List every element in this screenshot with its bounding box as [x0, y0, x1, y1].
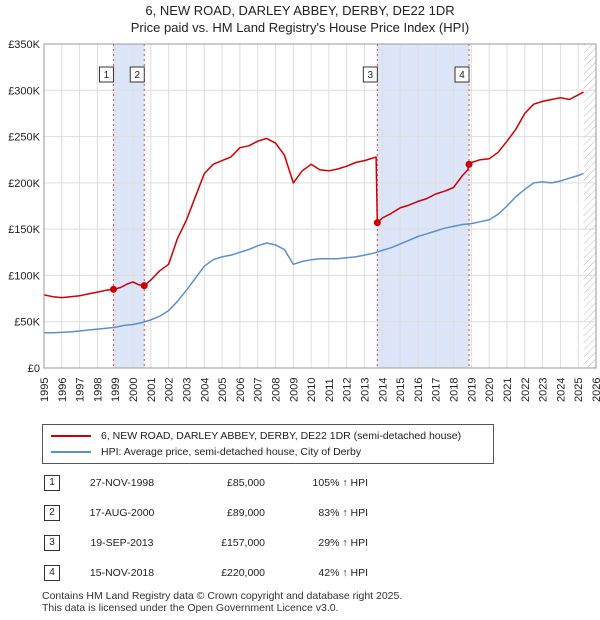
sale-label-box	[98, 66, 114, 83]
sale-number-badge: 2	[44, 505, 60, 521]
x-tick-label: 2017	[431, 378, 443, 402]
legend-label-hpi: HPI: Average price, semi-detached house,…	[101, 446, 362, 458]
sale-row: 4 15-NOV-2018 £220,000 42% ↑ HPI	[42, 565, 442, 583]
x-tick-label: 2019	[466, 378, 478, 402]
x-tick-label: 2002	[164, 378, 176, 402]
sale-hpi-change: 83% ↑ HPI	[318, 507, 368, 519]
x-tick-label: 1996	[57, 378, 69, 402]
x-tick-label: 1998	[92, 378, 104, 402]
y-tick-label: £50K	[14, 317, 40, 329]
x-tick-label: 2026	[591, 378, 600, 402]
sale-date: 15-NOV-2018	[89, 567, 155, 579]
x-tick-label: 2001	[146, 378, 158, 402]
legend-item-property: 6, NEW ROAD, DARLEY ABBEY, DERBY, DE22 1…	[51, 429, 461, 443]
y-tick-label: £250K	[8, 132, 40, 144]
footer-line-1: Contains HM Land Registry data © Crown c…	[42, 590, 403, 602]
y-tick-label: £100K	[8, 270, 40, 282]
legend-swatch-property	[51, 435, 91, 438]
x-tick-label: 2006	[235, 378, 247, 402]
legend: 6, NEW ROAD, DARLEY ABBEY, DERBY, DE22 1…	[42, 424, 494, 464]
sale-date: 17-AUG-2000	[89, 507, 155, 519]
sale-point	[109, 285, 117, 293]
x-tick-label: 2018	[449, 378, 461, 402]
x-tick-label: 1999	[110, 378, 122, 402]
legend-item-hpi: HPI: Average price, semi-detached house,…	[51, 445, 361, 459]
sale-number-badge: 3	[44, 535, 60, 551]
x-tick-label: 2004	[199, 378, 211, 402]
x-tick-label: 2009	[288, 378, 300, 402]
x-tick-label: 2012	[342, 378, 354, 402]
sale-row: 2 17-AUG-2000 £89,000 83% ↑ HPI	[42, 505, 442, 523]
sale-label-box	[362, 66, 378, 83]
series-line-property	[43, 91, 584, 299]
x-tick-label: 2023	[538, 378, 550, 402]
sale-label-box	[129, 66, 145, 83]
sale-hpi-change: 29% ↑ HPI	[318, 537, 368, 549]
ownership-band	[113, 44, 145, 368]
sale-row: 3 19-SEP-2013 £157,000 29% ↑ HPI	[42, 535, 442, 553]
x-tick-label: 2015	[395, 378, 407, 402]
y-tick-label: £350K	[8, 39, 40, 51]
x-tick-label: 2021	[502, 378, 514, 402]
chart-title: 6, NEW ROAD, DARLEY ABBEY, DERBY, DE22 1…	[0, 2, 600, 36]
series-line-hpi	[44, 172, 584, 334]
sale-date: 19-SEP-2013	[90, 537, 154, 549]
x-tick-label: 2014	[377, 378, 389, 402]
x-tick-label: 2022	[520, 378, 532, 402]
sale-point	[465, 160, 473, 168]
plot-frame	[43, 43, 597, 369]
sale-number-badge: 1	[44, 475, 60, 491]
sale-price: £89,000	[227, 507, 265, 519]
x-tick-label: 2013	[360, 378, 372, 402]
sale-hpi-change: 42% ↑ HPI	[318, 567, 368, 579]
x-tick-label: 2010	[306, 378, 318, 402]
sale-price: £157,000	[221, 537, 265, 549]
legend-swatch-hpi	[51, 451, 91, 454]
x-tick-label: 2020	[484, 378, 496, 402]
sale-point	[373, 219, 381, 227]
x-tick-label: 2008	[270, 378, 282, 402]
sale-label-number: 3	[368, 70, 374, 81]
sale-label-number: 4	[459, 70, 465, 81]
x-tick-label: 2005	[217, 378, 229, 402]
x-tick-label: 2025	[573, 378, 585, 402]
x-tick-label: 2000	[128, 378, 140, 402]
x-tick-label: 2003	[181, 378, 193, 402]
y-tick-label: £0	[28, 363, 40, 375]
price-chart: 1 2 3 4 £0 £50K £100K £150K £200K £250K £300K £350K…	[8, 39, 600, 402]
sale-price: £220,000	[221, 567, 265, 579]
title-line-1: 6, NEW ROAD, DARLEY ABBEY, DERBY, DE22 1…	[145, 3, 455, 18]
forecast-hatch	[583, 44, 596, 368]
sale-number-badge: 4	[44, 565, 60, 581]
x-tick-label: 2011	[324, 378, 336, 402]
sale-point	[140, 282, 148, 290]
legend-label-property: 6, NEW ROAD, DARLEY ABBEY, DERBY, DE22 1…	[101, 430, 462, 442]
footer-line-2: This data is licensed under the Open Gov…	[42, 602, 339, 614]
sale-hpi-change: 105% ↑ HPI	[312, 477, 368, 489]
sale-label-box	[454, 66, 470, 83]
x-tick-label: 2024	[555, 378, 567, 402]
y-tick-label: £200K	[8, 178, 40, 190]
x-tick-label: 2016	[413, 378, 425, 402]
y-tick-label: £300K	[8, 85, 40, 97]
ownership-band	[377, 44, 470, 368]
sale-label-number: 2	[134, 70, 140, 81]
sale-row: 1 27-NOV-1998 £85,000 105% ↑ HPI	[42, 475, 442, 493]
x-tick-label: 2007	[253, 378, 265, 402]
x-tick-label: 1995	[39, 378, 51, 402]
footer: Contains HM Land Registry data © Crown c…	[42, 590, 402, 614]
title-line-2: Price paid vs. HM Land Registry's House …	[130, 20, 470, 35]
sale-date: 27-NOV-1998	[89, 477, 155, 489]
sale-price: £85,000	[227, 477, 265, 489]
y-tick-label: £150K	[8, 224, 40, 236]
sale-label-number: 1	[104, 70, 110, 81]
x-tick-label: 1997	[75, 378, 87, 402]
